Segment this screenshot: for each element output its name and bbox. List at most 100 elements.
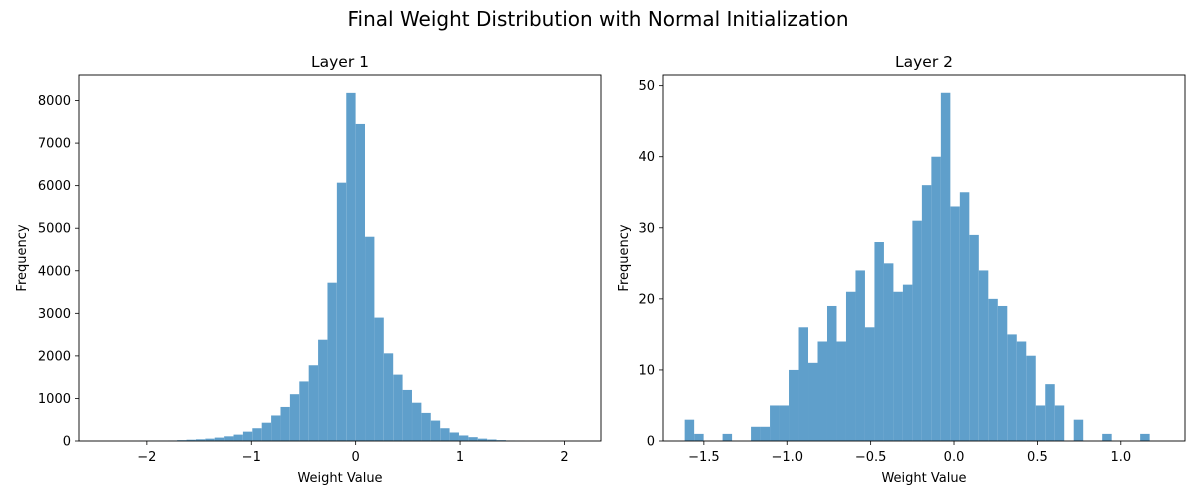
histogram-bar: [931, 156, 941, 442]
layer-1-panel: −2 −1 0 1 2 0 1000 2000 3000 4000 5000 6000 7000 8000…: [15, 53, 602, 486]
histogram-bar: [751, 426, 761, 441]
histogram-bar: [864, 327, 875, 441]
histogram-bar: [374, 317, 384, 441]
histogram-bar: [299, 381, 309, 441]
histogram-bar: [355, 123, 365, 441]
x-tick-label: 1: [456, 450, 464, 465]
histogram-bar: [722, 433, 733, 441]
histogram-bar: [271, 415, 281, 441]
histogram-bar: [921, 185, 932, 441]
histogram-bar: [327, 282, 337, 441]
y-tick-label: 30: [638, 221, 655, 236]
histogram-bar: [280, 406, 290, 441]
histogram-bar: [836, 341, 846, 441]
histogram-bar: [459, 435, 469, 441]
y-tick-label: 0: [647, 435, 655, 450]
x-tick-label: 0.5: [1027, 450, 1048, 465]
histogram-bar: [1016, 341, 1027, 441]
y-tick-label: 8000: [38, 94, 71, 109]
histogram-bar: [798, 327, 809, 441]
subplot-title: Layer 2: [895, 53, 953, 71]
axes-frame: [78, 74, 602, 442]
histogram-bar: [883, 263, 894, 441]
histogram-bar: [684, 419, 695, 441]
y-tick-label: 20: [638, 292, 655, 307]
y-tick-label: 1000: [38, 392, 71, 407]
histogram-bar: [845, 291, 856, 441]
histogram-bar: [770, 405, 780, 441]
histogram-bar: [1073, 419, 1084, 441]
histogram-bar: [760, 426, 771, 441]
histogram-bar: [988, 298, 998, 441]
histogram-bar: [826, 305, 837, 441]
histogram-bar: [1026, 355, 1036, 441]
histogram-bar: [412, 402, 422, 441]
y-tick-label: 6000: [38, 179, 71, 194]
histogram-bar: [186, 439, 196, 441]
histogram-bar: [1045, 384, 1055, 441]
x-tick-label: 0: [352, 450, 360, 465]
histogram-bar: [477, 438, 488, 441]
y-axis-label: Frequency: [617, 224, 632, 291]
histogram-bar: [468, 437, 478, 441]
subplot-title: Layer 1: [311, 53, 369, 71]
y-tick-label: 4000: [38, 264, 71, 279]
histogram-bar: [195, 439, 206, 441]
histogram-bar: [874, 242, 884, 441]
histogram-bar: [902, 284, 913, 441]
x-tick-label: −1.0: [771, 450, 803, 465]
y-tick-label: 2000: [38, 349, 71, 364]
y-tick-label: 0: [63, 435, 71, 450]
x-tick-label: −2: [137, 450, 156, 465]
x-tick-label: −0.5: [855, 450, 887, 465]
histogram-bar: [242, 431, 253, 441]
x-axis-label: Weight Value: [297, 471, 382, 486]
y-tick-label: 5000: [38, 222, 71, 237]
histogram-bar: [383, 353, 394, 441]
histogram-bar: [205, 438, 215, 441]
x-tick-label: −1: [242, 450, 261, 465]
histogram-bar: [289, 394, 300, 441]
histogram-bar: [997, 305, 1008, 441]
figure-title: Final Weight Distribution with Normal In…: [348, 7, 849, 31]
histogram-bar: [430, 420, 441, 441]
histogram-bar: [1102, 433, 1112, 441]
layer-2-panel: −1.5 −1.0 −0.5 0.0 0.5 1.0 0 10 20 30 40 50 Layer 2 W…: [617, 53, 1186, 486]
histogram-bar: [694, 433, 704, 441]
histogram-bar: [346, 92, 356, 442]
x-tick-label: 2: [560, 450, 568, 465]
histogram-bar: [440, 428, 450, 441]
histogram-bar: [855, 270, 865, 441]
histogram-bar: [779, 405, 790, 441]
histogram-bar: [252, 428, 262, 441]
histogram-bar: [421, 412, 431, 441]
histogram-bar: [487, 439, 497, 441]
histogram-bar: [808, 362, 818, 441]
histogram-bar: [940, 92, 951, 442]
histogram-bar: [318, 339, 328, 441]
histogram-bar: [214, 437, 225, 441]
histogram-bar: [1140, 433, 1150, 441]
histogram-bar: [1054, 405, 1065, 441]
histogram-bars: [139, 92, 525, 442]
histogram-bar: [308, 365, 319, 441]
histogram-bar: [1035, 405, 1046, 441]
histogram-bar: [950, 206, 960, 441]
y-axis-label: Frequency: [15, 224, 30, 291]
x-tick-label: 1.0: [1110, 450, 1131, 465]
y-tick-label: 3000: [38, 307, 71, 322]
axes-frame: [662, 74, 1186, 442]
x-axis-label: Weight Value: [881, 471, 966, 486]
histogram-bar: [449, 432, 459, 441]
x-tick-label: −1.5: [688, 450, 720, 465]
y-tick-label: 40: [638, 150, 655, 165]
histogram-bar: [261, 422, 272, 441]
histogram-bar: [893, 291, 903, 441]
y-tick-label: 7000: [38, 137, 71, 152]
histogram-bar: [978, 270, 989, 441]
histogram-bar: [969, 234, 979, 441]
histogram-bar: [365, 236, 375, 441]
histogram-bars: [684, 92, 1150, 442]
histogram-bar: [402, 389, 412, 441]
